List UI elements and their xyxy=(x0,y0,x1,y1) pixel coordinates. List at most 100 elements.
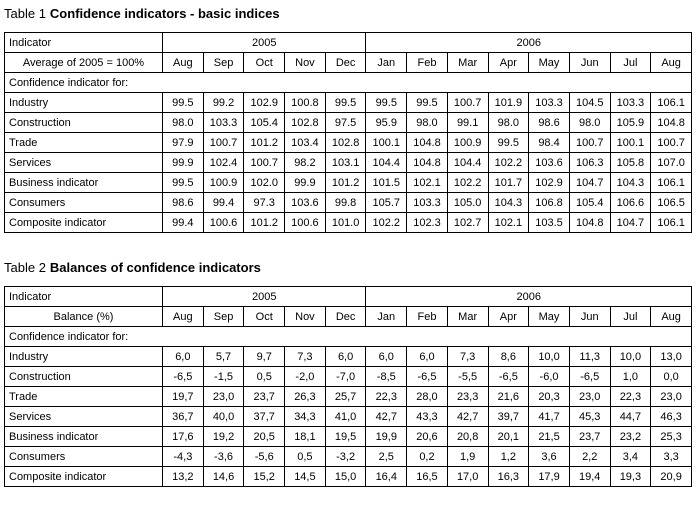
value-cell: 101.2 xyxy=(243,132,286,153)
value-cell: 98.0 xyxy=(162,112,204,133)
value-cell: 103.3 xyxy=(609,92,652,113)
value-cell: 98.6 xyxy=(528,112,570,133)
month-cell: Nov xyxy=(284,306,326,327)
value-cell: 99.1 xyxy=(446,112,489,133)
value-cell: -5,6 xyxy=(243,446,286,467)
value-cell: -3,6 xyxy=(202,446,245,467)
data-row: Services 99.9 102.4 100.7 98.2 103.1 104.4 104.… xyxy=(4,152,692,173)
value-cell: 97.5 xyxy=(324,112,367,133)
value-cell: 39,7 xyxy=(487,406,530,427)
value-cell: 100.7 xyxy=(650,132,692,153)
value-cell: 13,2 xyxy=(162,466,204,487)
year-cell: 2006 xyxy=(365,32,692,53)
month-cell: Dec xyxy=(324,306,367,327)
month-cell: Oct xyxy=(243,306,286,327)
value-cell: 23,7 xyxy=(243,386,286,407)
value-cell: 14,5 xyxy=(284,466,326,487)
value-cell: 103.3 xyxy=(406,192,448,213)
table-title: Confidence indicators - basic indices xyxy=(49,6,280,21)
value-cell: 17,0 xyxy=(446,466,489,487)
value-cell: 105.8 xyxy=(609,152,652,173)
value-cell: 46,3 xyxy=(650,406,692,427)
row-label: Construction xyxy=(4,112,163,133)
value-cell: -3,2 xyxy=(324,446,367,467)
value-cell: 104.4 xyxy=(365,152,408,173)
value-cell: 99.8 xyxy=(324,192,367,213)
value-cell: 102.2 xyxy=(487,152,530,173)
value-cell: 44,7 xyxy=(609,406,652,427)
value-cell: 103.3 xyxy=(202,112,245,133)
value-cell: -5,5 xyxy=(446,366,489,387)
value-cell: 101.7 xyxy=(487,172,530,193)
value-cell: 8,6 xyxy=(487,346,530,367)
value-cell: 100.9 xyxy=(446,132,489,153)
value-cell: 100.1 xyxy=(365,132,408,153)
header-row: Indicator 2005 2006 xyxy=(4,32,692,53)
value-cell: 106.6 xyxy=(609,192,652,213)
value-cell: 105.9 xyxy=(609,112,652,133)
value-cell: 98.0 xyxy=(487,112,530,133)
value-cell: 23,3 xyxy=(446,386,489,407)
value-cell: 98.0 xyxy=(568,112,611,133)
month-cell: Mar xyxy=(446,306,489,327)
value-cell: 23,7 xyxy=(568,426,611,447)
value-cell: 10,0 xyxy=(528,346,570,367)
value-cell: 9,7 xyxy=(243,346,286,367)
data-row: Services 36,7 40,0 37,7 34,3 41,0 42,7 43,3 42,7… xyxy=(4,406,692,427)
value-cell: 102.3 xyxy=(406,212,448,233)
value-cell: 99.5 xyxy=(406,92,448,113)
value-cell: 100.6 xyxy=(202,212,245,233)
row-label: Composite indicator xyxy=(4,466,163,487)
value-cell: 99.5 xyxy=(324,92,367,113)
value-cell: 19,2 xyxy=(202,426,245,447)
header-row: Indicator 2005 2006 xyxy=(4,286,692,307)
value-cell: -6,5 xyxy=(568,366,611,387)
value-cell: 106.3 xyxy=(568,152,611,173)
value-cell: 102.8 xyxy=(324,132,367,153)
value-cell: 20,5 xyxy=(243,426,286,447)
value-cell: 104.8 xyxy=(406,152,448,173)
month-cell: Sep xyxy=(202,306,245,327)
value-cell: 43,3 xyxy=(406,406,448,427)
header-row: Average of 2005 = 100% Aug Sep Oct Nov Dec Jan… xyxy=(4,52,692,73)
value-cell: 99.2 xyxy=(202,92,245,113)
value-cell: 100.9 xyxy=(202,172,245,193)
value-cell: 21,5 xyxy=(528,426,570,447)
value-cell: 16,5 xyxy=(406,466,448,487)
value-cell: 106.1 xyxy=(650,92,692,113)
value-cell: 2,5 xyxy=(365,446,408,467)
value-cell: 106.1 xyxy=(650,172,692,193)
value-cell: 106.1 xyxy=(650,212,692,233)
value-cell: 102.9 xyxy=(528,172,570,193)
header-row: Balance (%) Aug Sep Oct Nov Dec Jan Feb Mar Apr Ma… xyxy=(4,306,692,327)
value-cell: 19,9 xyxy=(365,426,408,447)
row-label: Services xyxy=(4,406,163,427)
value-cell: 19,5 xyxy=(324,426,367,447)
row-label: Services xyxy=(4,152,163,173)
value-cell: 19,4 xyxy=(568,466,611,487)
value-cell: 1,2 xyxy=(487,446,530,467)
value-cell: 101.9 xyxy=(487,92,530,113)
data-row: Composite indicator 13,2 14,6 15,2 14,5 15,0 1… xyxy=(4,466,692,487)
row-label: Industry xyxy=(4,92,163,113)
data-row: Business indicator 99.5 100.9 102.0 99.9 101.… xyxy=(4,172,692,193)
value-cell: 100.7 xyxy=(202,132,245,153)
value-cell: 3,4 xyxy=(609,446,652,467)
value-cell: 26,3 xyxy=(284,386,326,407)
month-cell: Nov xyxy=(284,52,326,73)
month-cell: Jun xyxy=(568,52,611,73)
value-cell: -8,5 xyxy=(365,366,408,387)
table-label: Table 1 xyxy=(4,6,46,21)
data-row: Construction -6,5 -1,5 0,5 -2,0 -7,0 -8,5 -6,5-… xyxy=(4,366,692,387)
value-cell: 45,3 xyxy=(568,406,611,427)
month-cell: Jun xyxy=(568,306,611,327)
value-cell: 100.6 xyxy=(284,212,326,233)
month-cell: Aug xyxy=(162,52,204,73)
value-cell: 103.6 xyxy=(528,152,570,173)
year-cell: 2006 xyxy=(365,286,692,307)
month-cell: Dec xyxy=(324,52,367,73)
value-cell: 98.2 xyxy=(284,152,326,173)
value-cell: 20,1 xyxy=(487,426,530,447)
row-label: Consumers xyxy=(4,192,163,213)
